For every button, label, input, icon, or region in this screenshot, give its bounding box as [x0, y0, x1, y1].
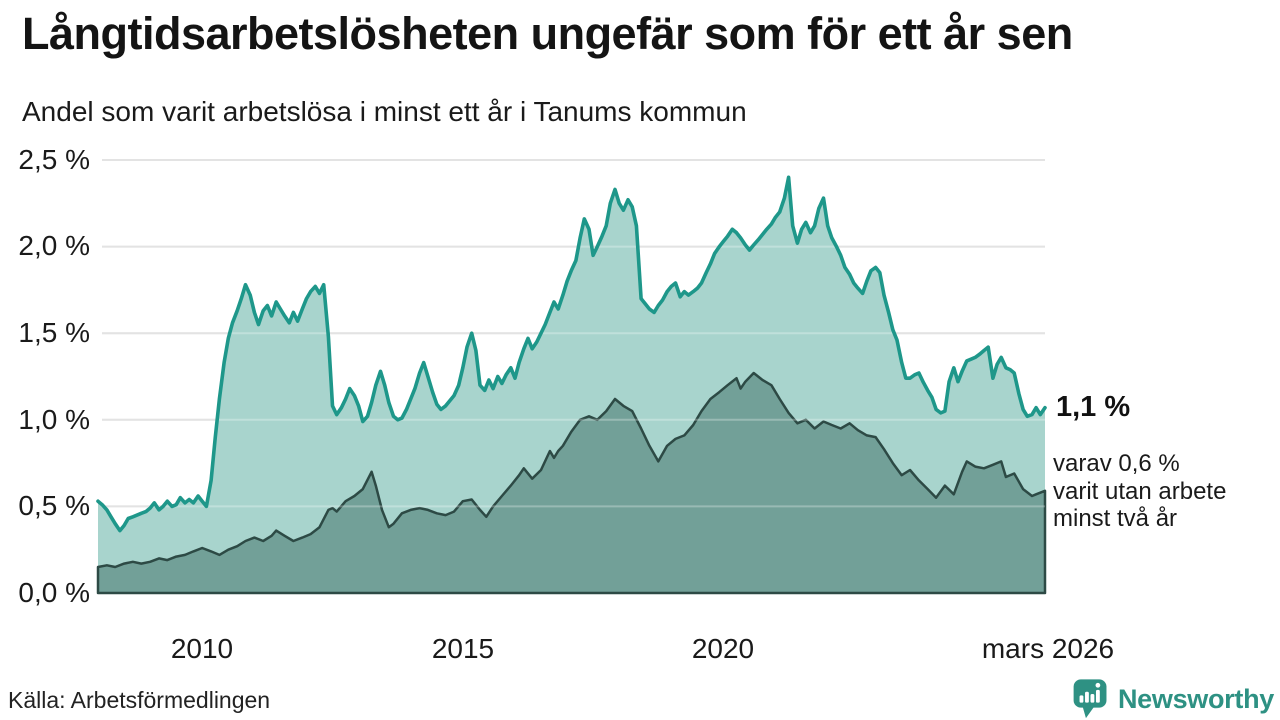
x-tick-label: mars 2026 — [981, 633, 1115, 664]
brand-name: Newsworthy — [1117, 683, 1274, 714]
secondary-annotation: varav 0,6 % varit utan arbete minst två … — [1053, 450, 1227, 532]
source-credit: Källa: Arbetsförmedlingen — [8, 687, 271, 713]
y-tick-label: 1,5 % — [18, 317, 90, 348]
chart-subtitle: Andel som varit arbetslösa i minst ett å… — [22, 96, 747, 127]
bar-chart-bubble-icon — [1072, 678, 1109, 720]
y-tick-label: 2,0 % — [18, 230, 90, 261]
page-title: Långtidsarbetslösheten ungefär som för e… — [22, 8, 1073, 59]
y-tick-label: 0,5 % — [18, 490, 90, 521]
x-tick-label: 2010 — [170, 633, 234, 664]
brand-logo: Newsworthy — [1072, 678, 1274, 720]
latest-value-label: 1,1 % — [1056, 390, 1131, 423]
y-tick-label: 1,0 % — [18, 404, 90, 435]
x-tick-label: 2020 — [691, 633, 755, 664]
y-tick-label: 2,5 % — [18, 144, 90, 175]
x-tick-label: 2015 — [431, 633, 495, 664]
y-tick-label: 0,0 % — [18, 577, 90, 608]
